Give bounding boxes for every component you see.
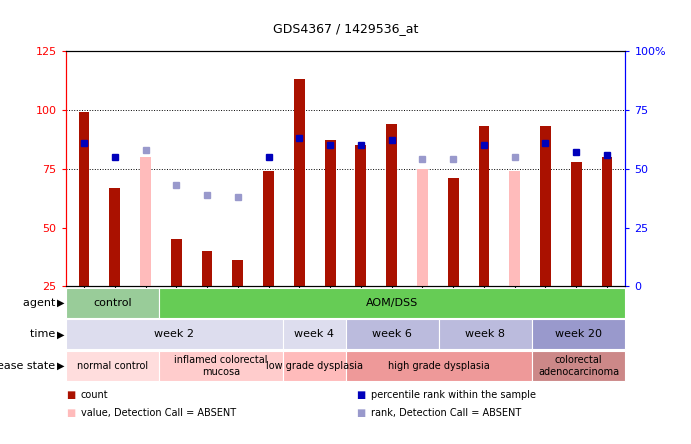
Bar bbox=[79, 112, 89, 286]
Bar bbox=[66, 288, 159, 318]
Text: AOM/DSS: AOM/DSS bbox=[366, 298, 418, 308]
Text: ■: ■ bbox=[66, 390, 75, 400]
Text: control: control bbox=[93, 298, 131, 308]
Bar bbox=[159, 288, 625, 318]
Text: value, Detection Call = ABSENT: value, Detection Call = ABSENT bbox=[81, 408, 236, 418]
Bar bbox=[509, 171, 520, 286]
Bar bbox=[532, 351, 625, 381]
Bar bbox=[532, 319, 625, 349]
Text: high grade dysplasia: high grade dysplasia bbox=[388, 361, 490, 371]
Bar bbox=[66, 319, 283, 349]
Text: ▶: ▶ bbox=[57, 361, 64, 371]
Text: ▶: ▶ bbox=[57, 298, 64, 308]
Text: count: count bbox=[81, 390, 108, 400]
Bar bbox=[602, 157, 612, 286]
Text: ■: ■ bbox=[356, 390, 365, 400]
Text: GDS4367 / 1429536_at: GDS4367 / 1429536_at bbox=[273, 22, 418, 36]
Text: disease state: disease state bbox=[0, 361, 62, 371]
Text: week 8: week 8 bbox=[466, 329, 505, 339]
Bar bbox=[346, 351, 532, 381]
Bar bbox=[386, 124, 397, 286]
Text: ■: ■ bbox=[66, 408, 75, 418]
Bar bbox=[417, 169, 428, 286]
Bar bbox=[283, 319, 346, 349]
Text: agent: agent bbox=[23, 298, 62, 308]
Bar bbox=[140, 157, 151, 286]
Text: week 4: week 4 bbox=[294, 329, 334, 339]
Bar bbox=[355, 145, 366, 286]
Text: colorectal
adenocarcinoma: colorectal adenocarcinoma bbox=[538, 355, 619, 377]
Bar bbox=[448, 178, 459, 286]
Bar bbox=[171, 239, 182, 286]
Text: inflamed colorectal
mucosa: inflamed colorectal mucosa bbox=[174, 355, 268, 377]
Text: percentile rank within the sample: percentile rank within the sample bbox=[371, 390, 536, 400]
Bar bbox=[571, 162, 582, 286]
Text: week 2: week 2 bbox=[155, 329, 194, 339]
Bar bbox=[283, 351, 346, 381]
Text: low grade dysplasia: low grade dysplasia bbox=[266, 361, 363, 371]
Bar bbox=[346, 319, 439, 349]
Text: ■: ■ bbox=[356, 408, 365, 418]
Bar bbox=[109, 187, 120, 286]
Bar bbox=[159, 351, 283, 381]
Bar bbox=[540, 127, 551, 286]
Text: ▶: ▶ bbox=[57, 329, 64, 339]
Bar bbox=[202, 251, 213, 286]
Text: time: time bbox=[30, 329, 62, 339]
Bar bbox=[294, 79, 305, 286]
Bar bbox=[439, 319, 532, 349]
Bar bbox=[478, 127, 489, 286]
Bar bbox=[325, 140, 336, 286]
Text: rank, Detection Call = ABSENT: rank, Detection Call = ABSENT bbox=[371, 408, 521, 418]
Text: normal control: normal control bbox=[77, 361, 148, 371]
Bar bbox=[263, 171, 274, 286]
Bar bbox=[232, 261, 243, 286]
Text: week 6: week 6 bbox=[372, 329, 412, 339]
Text: week 20: week 20 bbox=[555, 329, 603, 339]
Bar bbox=[66, 351, 159, 381]
